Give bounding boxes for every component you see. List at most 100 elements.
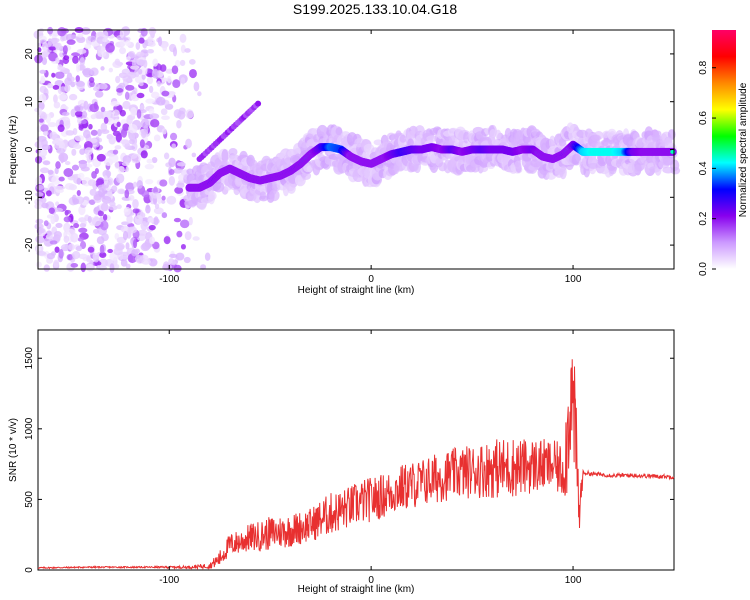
heatmap-noise-cell <box>138 37 145 44</box>
heatmap-noise-cell <box>161 90 170 97</box>
heatmap-halo-cell <box>207 190 216 205</box>
heatmap-noise-cell <box>72 250 81 260</box>
heatmap-noise-cell <box>151 156 158 164</box>
heatmap-noise-cell <box>147 36 153 44</box>
heatmap-noise-cell <box>55 140 65 146</box>
heatmap-noise-cell <box>108 67 114 73</box>
heatmap-noise-cell <box>35 261 42 268</box>
heatmap-noise-cell <box>77 117 83 124</box>
heatmap-noise-cell <box>178 174 184 182</box>
heatmap-halo-cell <box>269 189 280 202</box>
heatmap-noise-cell <box>50 215 56 225</box>
heatmap-noise-cell <box>138 82 144 87</box>
heatmap-noise-cell <box>137 229 148 236</box>
heatmap-noise-cell <box>110 100 120 107</box>
heatmap-noise-cell <box>171 260 176 266</box>
heatmap-noise-cell <box>79 148 86 155</box>
heatmap-noise-cell <box>75 245 83 252</box>
x-tick-label: 0 <box>368 575 374 586</box>
colorbar-ticks: 0.0 0.2 0.4 0.6 0.8 <box>698 60 716 276</box>
heatmap-noise-cell <box>118 174 123 184</box>
heatmap-noise-cell <box>140 243 150 252</box>
heatmap-noise-cell <box>54 246 60 253</box>
heatmap-noise-cell <box>180 243 186 250</box>
heatmap-noise-cell <box>84 43 92 50</box>
heatmap-noise-cell <box>136 109 142 119</box>
heatmap-noise-cell <box>135 59 146 66</box>
heatmap-noise-cell <box>47 41 52 49</box>
heatmap-noise-cell <box>50 251 57 256</box>
heatmap-noise-cell <box>161 115 170 121</box>
heatmap-noise-cell <box>47 122 57 128</box>
heatmap-noise-cell <box>94 167 99 175</box>
heatmap-noise-cell <box>166 195 177 205</box>
heatmap-noise-cell <box>140 221 148 231</box>
heatmap-noise-cell <box>102 213 108 221</box>
heatmap-halo-cell <box>634 164 643 173</box>
heatmap-noise-cell <box>193 81 200 92</box>
heatmap-noise-cell <box>112 149 119 155</box>
heatmap-noise-cell <box>148 258 158 267</box>
heatmap-noise-cell <box>128 139 135 145</box>
y-tick-label: 20 <box>24 48 35 60</box>
heatmap-noise-cell <box>53 207 64 213</box>
heatmap-halo-cell <box>335 127 343 136</box>
heatmap-noise-cell <box>98 83 108 90</box>
heatmap-noise-cell <box>103 110 111 119</box>
heatmap-noise-cell <box>163 236 171 245</box>
spectrogram-y-axis-label: Frequency (Hz) <box>8 116 19 185</box>
heatmap-noise-cell <box>122 100 131 110</box>
x-tick-label: 100 <box>565 274 582 285</box>
heatmap-noise-cell <box>143 59 148 68</box>
heatmap-noise-cell <box>75 62 81 73</box>
heatmap-noise-cell <box>147 217 156 223</box>
heatmap-halo-cell <box>559 165 567 180</box>
heatmap-noise-cell <box>79 223 87 228</box>
heatmap-noise-cell <box>109 263 115 274</box>
heatmap-noise-cell <box>72 198 80 205</box>
heatmap-noise-cell <box>175 252 185 261</box>
heatmap-noise-cell <box>57 27 67 37</box>
heatmap-noise-cell <box>159 64 167 72</box>
heatmap-noise-cell <box>148 27 157 36</box>
heatmap-noise-cell <box>189 68 197 79</box>
heatmap-noise-cell <box>155 96 166 106</box>
heatmap-noise-cell <box>132 208 140 214</box>
heatmap-noise-cell <box>80 27 91 35</box>
heatmap-noise-cell <box>103 30 109 40</box>
heatmap-noise-cell <box>116 204 122 210</box>
heatmap-noise-cell <box>150 119 160 128</box>
heatmap-noise-cell <box>60 244 70 252</box>
heatmap-noise-cell <box>100 66 105 71</box>
heatmap-noise-cell <box>161 212 168 219</box>
heatmap-noise-cell <box>43 264 50 272</box>
heatmap-noise-cell <box>148 224 156 231</box>
heatmap-noise-cell <box>176 119 182 129</box>
heatmap-noise-cell <box>161 195 166 201</box>
heatmap-noise-cell <box>120 128 128 138</box>
heatmap-noise-cell <box>69 139 74 145</box>
heatmap-noise-cell <box>47 169 54 175</box>
heatmap-noise-cell <box>41 144 51 151</box>
heatmap-noise-cell <box>134 214 143 225</box>
heatmap-noise-cell <box>153 134 161 142</box>
heatmap-noise-cell <box>115 75 121 84</box>
heatmap-noise-cell <box>91 216 102 227</box>
heatmap-noise-cell <box>36 250 47 256</box>
heatmap-halo-cell <box>373 139 384 146</box>
colorbar-tick-label: 0.6 <box>698 111 709 125</box>
heatmap-noise-cell <box>55 185 65 190</box>
heatmap-halo-cell <box>399 134 407 143</box>
heatmap-noise-cell <box>127 226 138 234</box>
heatmap-noise-cell <box>169 132 178 141</box>
heatmap-noise-cell <box>176 182 185 189</box>
heatmap-noise-cell <box>80 166 90 172</box>
heatmap-noise-cell <box>119 47 127 55</box>
heatmap-noise-cell <box>185 138 192 149</box>
x-tick-label: -100 <box>159 575 179 586</box>
heatmap-noise-cell <box>98 187 105 198</box>
heatmap-noise-cell <box>103 116 109 124</box>
heatmap-noise-cell <box>179 219 190 229</box>
heatmap-noise-cell <box>55 222 63 229</box>
